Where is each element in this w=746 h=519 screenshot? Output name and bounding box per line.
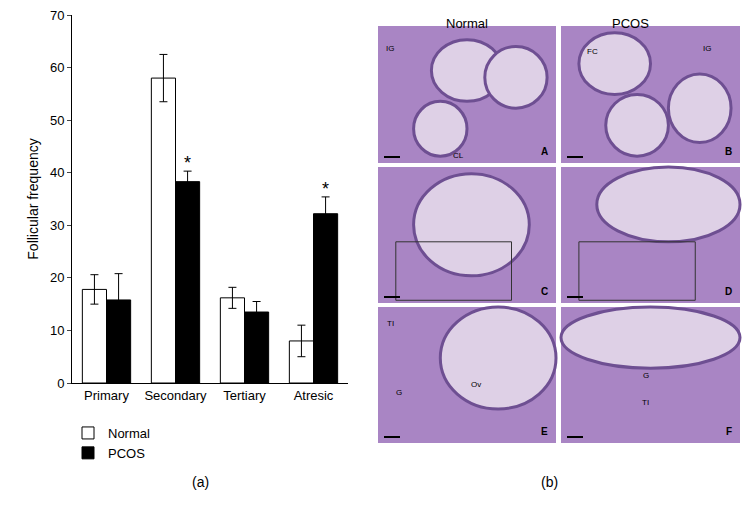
svg-text:E: E bbox=[541, 426, 548, 437]
svg-text:40: 40 bbox=[50, 165, 64, 180]
svg-text:D: D bbox=[725, 286, 732, 297]
svg-text:Primary: Primary bbox=[84, 388, 129, 403]
svg-text:Tertiary: Tertiary bbox=[223, 388, 266, 403]
svg-text:30: 30 bbox=[50, 218, 64, 233]
svg-text:IG: IG bbox=[703, 44, 711, 53]
svg-text:20: 20 bbox=[50, 270, 64, 285]
svg-text:Secondary: Secondary bbox=[144, 388, 207, 403]
svg-text:FC: FC bbox=[587, 47, 598, 56]
svg-text:(a): (a) bbox=[192, 474, 209, 490]
svg-text:Follicular frequency: Follicular frequency bbox=[25, 138, 41, 259]
svg-text:10: 10 bbox=[50, 323, 64, 338]
svg-text:G: G bbox=[396, 388, 402, 397]
svg-text:A: A bbox=[541, 146, 548, 157]
svg-text:50: 50 bbox=[50, 113, 64, 128]
svg-text:TI: TI bbox=[387, 319, 394, 328]
svg-text:*: * bbox=[322, 179, 329, 199]
svg-text:IG: IG bbox=[386, 44, 394, 53]
svg-text:0: 0 bbox=[57, 376, 64, 391]
svg-text:70: 70 bbox=[50, 8, 64, 23]
svg-text:*: * bbox=[184, 153, 191, 173]
svg-text:PCOS: PCOS bbox=[108, 446, 145, 461]
svg-text:TI: TI bbox=[642, 398, 649, 407]
svg-text:60: 60 bbox=[50, 60, 64, 75]
svg-text:Ov: Ov bbox=[471, 380, 481, 389]
svg-text:CL: CL bbox=[453, 151, 464, 160]
svg-text:Normal: Normal bbox=[446, 16, 488, 31]
svg-text:G: G bbox=[643, 371, 649, 380]
svg-text:(b): (b) bbox=[541, 474, 558, 490]
svg-text:Atresic: Atresic bbox=[294, 388, 334, 403]
svg-text:Normal: Normal bbox=[108, 426, 150, 441]
svg-text:F: F bbox=[726, 426, 732, 437]
svg-text:PCOS: PCOS bbox=[612, 16, 649, 31]
svg-text:B: B bbox=[725, 146, 732, 157]
svg-text:C: C bbox=[541, 286, 548, 297]
